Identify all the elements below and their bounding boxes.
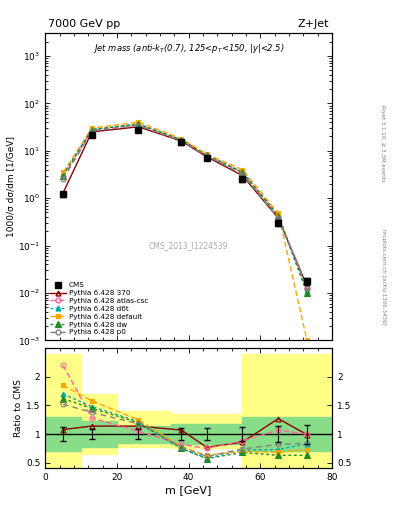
Text: Rivet 3.1.10, ≥ 3.3M events: Rivet 3.1.10, ≥ 3.3M events [381, 105, 386, 182]
Y-axis label: Ratio to CMS: Ratio to CMS [14, 379, 23, 437]
Text: mcplots.cern.ch [arXiv:1306.3436]: mcplots.cern.ch [arXiv:1306.3436] [381, 229, 386, 324]
Text: CMS_2013_I1224539: CMS_2013_I1224539 [149, 241, 228, 250]
X-axis label: m [GeV]: m [GeV] [165, 485, 212, 495]
Legend: CMS, Pythia 6.428 370, Pythia 6.428 atlas-csc, Pythia 6.428 d6t, Pythia 6.428 de: CMS, Pythia 6.428 370, Pythia 6.428 atla… [49, 281, 150, 337]
Text: Jet mass (anti-k$_\mathregular{T}$(0.7), 125<p$_\mathregular{T}$<150, |y|<2.5): Jet mass (anti-k$_\mathregular{T}$(0.7),… [93, 42, 285, 55]
Y-axis label: 1000/σ dσ/dm [1/GeV]: 1000/σ dσ/dm [1/GeV] [6, 136, 15, 238]
Text: Z+Jet: Z+Jet [298, 18, 329, 29]
Text: 7000 GeV pp: 7000 GeV pp [48, 18, 120, 29]
